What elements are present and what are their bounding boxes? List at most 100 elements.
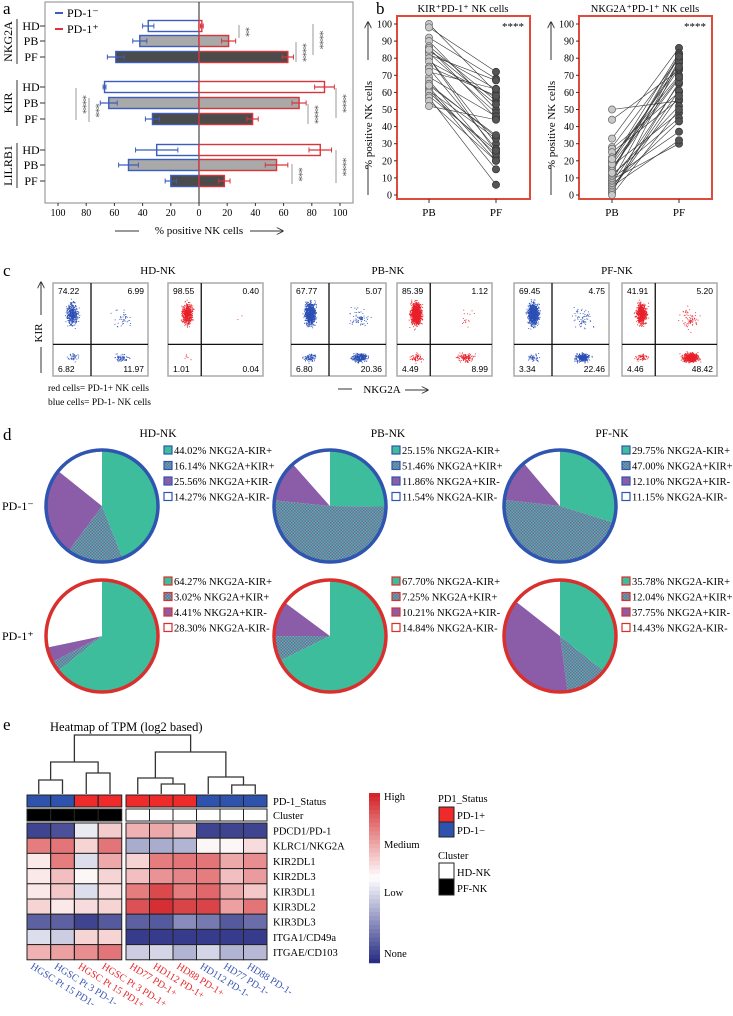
- cell-dot: [190, 316, 192, 318]
- cell-dot: [184, 318, 186, 319]
- cell-dot: [307, 301, 309, 303]
- cell-dot: [416, 357, 418, 358]
- cell-dot: [72, 317, 74, 319]
- cell-dot: [313, 315, 314, 317]
- cell-dot: [422, 319, 424, 320]
- cell-dot: [188, 313, 190, 314]
- cell-dot: [308, 359, 310, 361]
- cell-dot: [359, 356, 361, 357]
- cell-dot: [311, 359, 313, 361]
- cell-dot: [303, 316, 305, 318]
- cell-dot: [308, 312, 309, 313]
- legend-label-pd1-pos: PD-1⁺: [67, 22, 99, 36]
- cell-dot: [354, 311, 356, 313]
- cell-dot: [411, 309, 413, 311]
- cell-dot: [457, 357, 458, 358]
- cell-dot: [417, 321, 419, 323]
- cell-dot: [184, 319, 186, 321]
- cell-dot: [306, 310, 308, 311]
- cell-dot: [419, 320, 421, 321]
- cell-dot: [531, 326, 533, 327]
- cell-dot: [412, 318, 414, 320]
- cell-dot: [314, 312, 316, 314]
- cell-dot: [418, 308, 420, 310]
- cell-dot: [533, 301, 535, 303]
- cell-dot: [118, 355, 120, 357]
- cell-dot: [367, 322, 369, 324]
- cell-dot: [188, 305, 190, 307]
- cell-dot: [359, 359, 361, 360]
- cell-dot: [186, 319, 188, 320]
- cell-dot: [315, 356, 317, 357]
- point-pb: [608, 155, 616, 164]
- cell-dot: [412, 304, 414, 306]
- cell-dot: [365, 356, 367, 358]
- cell-dot: [458, 359, 460, 361]
- cell-dot: [363, 356, 364, 358]
- cell-dot: [311, 318, 313, 319]
- cell-dot: [314, 300, 316, 302]
- cell-dot: [129, 357, 131, 359]
- cell-dot: [414, 312, 416, 314]
- cell-dot: [530, 325, 532, 327]
- cell-dot: [421, 319, 423, 321]
- cell-dot: [71, 316, 73, 318]
- cell-dot: [360, 321, 362, 323]
- cell-dot: [67, 314, 69, 316]
- cell-dot: [416, 316, 418, 318]
- cell-dot: [308, 316, 310, 318]
- cell-dot: [306, 302, 308, 304]
- cell-dot: [356, 357, 358, 359]
- cell-dot: [311, 312, 313, 314]
- cell-dot: [75, 317, 77, 319]
- x-tick-label: 100: [333, 208, 348, 219]
- cell-dot: [186, 317, 188, 319]
- cell-dot: [313, 311, 315, 313]
- cell-dot: [127, 356, 129, 358]
- cell-dot: [126, 316, 128, 318]
- cell-dot: [306, 312, 308, 314]
- cell-dot: [470, 354, 472, 356]
- cell-dot: [412, 356, 414, 358]
- cell-dot: [308, 325, 310, 327]
- cell-dot: [361, 317, 363, 319]
- cell-dot: [360, 358, 362, 360]
- cell-dot: [417, 303, 418, 305]
- cell-dot: [74, 361, 76, 363]
- cell-dot: [186, 315, 188, 317]
- cell-dot: [463, 357, 465, 359]
- cell-dot: [459, 357, 460, 359]
- point-pb: [608, 168, 616, 177]
- paired-line: [428, 95, 497, 151]
- cell-dot: [416, 360, 418, 362]
- cell-dot: [460, 360, 462, 361]
- cell-dot: [418, 318, 420, 320]
- cell-dot: [363, 353, 365, 355]
- cell-dot: [417, 360, 419, 362]
- cell-dot: [361, 362, 363, 364]
- cell-dot: [187, 317, 189, 319]
- cell-dot: [308, 323, 310, 325]
- cell-dot: [419, 318, 421, 320]
- cell-dot: [185, 354, 187, 356]
- cell-dot: [304, 304, 306, 305]
- cell-dot: [185, 312, 187, 314]
- cell-dot: [120, 325, 122, 327]
- cell-dot: [414, 321, 416, 323]
- cell-dot: [309, 323, 311, 325]
- cell-dot: [303, 356, 305, 358]
- cell-dot: [470, 357, 472, 359]
- flow-plot-frame: [167, 282, 264, 377]
- paired-line: [611, 100, 680, 110]
- cell-dot: [465, 354, 467, 356]
- cell-dot: [66, 313, 68, 315]
- cell-dot: [530, 319, 532, 321]
- cell-dot: [181, 310, 183, 312]
- cell-dot: [412, 320, 414, 322]
- cell-dot: [417, 353, 419, 355]
- cell-dot: [189, 318, 191, 320]
- cell-dot: [412, 318, 414, 320]
- cell-dot: [410, 315, 412, 316]
- cell-dot: [70, 324, 71, 326]
- cell-dot: [530, 322, 532, 324]
